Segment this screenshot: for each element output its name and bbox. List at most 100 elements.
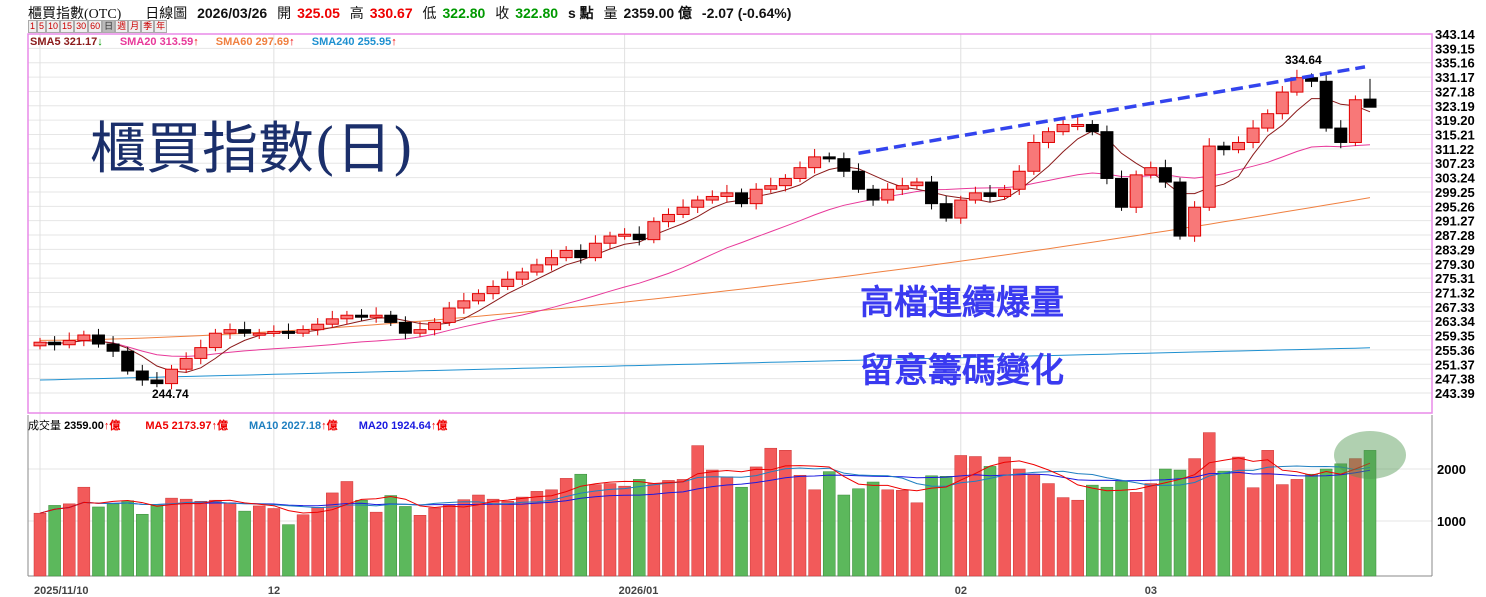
candle-down <box>1363 98 1377 108</box>
price-tick-label: 263.34 <box>1435 314 1476 329</box>
volume-bar <box>457 499 471 577</box>
volume-bar <box>1276 484 1289 577</box>
price-legend: SMA5 321.17↓ SMA20 313.59↑ SMA60 297.69↑… <box>30 36 397 48</box>
volume-bar <box>1159 468 1172 577</box>
volume-bar <box>910 502 924 577</box>
period-button-7[interactable]: 週 <box>115 20 129 33</box>
volume-unit: ↑億 <box>103 420 121 432</box>
volume-bar <box>1363 450 1377 577</box>
candle-up <box>910 181 924 187</box>
arrow-up-icon: ↑ <box>289 36 295 48</box>
candle-down <box>837 158 851 172</box>
volume-bar <box>1334 463 1348 577</box>
candle-up <box>1027 141 1041 172</box>
period-button-2[interactable]: 10 <box>46 20 61 33</box>
period-button-9[interactable]: 季 <box>141 20 155 33</box>
volume-bar <box>1115 481 1128 577</box>
price-tick-label: 319.20 <box>1435 113 1475 128</box>
price-tick-label: 271.32 <box>1435 285 1475 300</box>
volume-bar <box>92 506 105 577</box>
high-label: 高 <box>349 7 364 22</box>
candle-up <box>413 329 427 334</box>
period-button-3[interactable]: 15 <box>60 20 75 33</box>
price-tick-label: 243.39 <box>1435 386 1475 401</box>
period-button-4[interactable]: 30 <box>74 20 89 33</box>
period-button-8[interactable]: 月 <box>128 20 142 33</box>
volume-bar <box>1202 432 1216 577</box>
candle-up <box>1188 206 1202 237</box>
candle-up <box>691 199 705 208</box>
period-buttons: 1 5 10 15 30 60 日週月季年 <box>28 20 168 33</box>
volume-bar <box>369 511 383 577</box>
volume-value: 2359.00 億 <box>623 5 693 21</box>
candle-down <box>398 321 412 334</box>
candle-down <box>281 330 295 334</box>
volume-bar <box>1071 499 1084 577</box>
period-button-1[interactable]: 5 <box>37 20 47 33</box>
unit-label: s 點 <box>567 5 594 21</box>
candle-up <box>340 314 354 320</box>
vol-ma20-unit: ↑億 <box>430 420 448 432</box>
candle-down <box>574 249 588 259</box>
arrow-up-icon: ↑ <box>193 36 199 48</box>
volume-bar <box>954 455 968 577</box>
date-tick-label: 2026/01 <box>619 585 659 597</box>
candle-down <box>238 329 252 334</box>
volume-bar <box>194 500 208 577</box>
candle-down <box>851 170 865 190</box>
candle-up <box>895 185 909 190</box>
volume-bar <box>764 447 778 577</box>
candle-down <box>866 188 880 201</box>
sma60-legend: SMA60 297.69 <box>215 36 290 48</box>
volume-bar <box>837 494 851 577</box>
sma20-legend: SMA20 313.59 <box>119 36 194 48</box>
period-button-6[interactable]: 日 <box>102 20 116 33</box>
volume-bar <box>1056 497 1070 577</box>
candle-up <box>1290 77 1304 93</box>
open-label: 開 <box>277 7 292 22</box>
candle-up <box>369 314 383 318</box>
date-tick-label: 12 <box>268 585 280 597</box>
candle-up <box>793 167 807 179</box>
volume-bar <box>1246 487 1260 577</box>
sma240-line <box>39 347 1371 381</box>
volume-bar <box>340 481 354 577</box>
volume-bar <box>720 476 734 577</box>
volume-bar <box>706 469 719 577</box>
price-tick-label: 311.22 <box>1435 142 1474 157</box>
volume-bar <box>1042 483 1055 577</box>
candle-up <box>179 357 193 370</box>
volume-bar <box>545 489 558 577</box>
candle-up <box>311 323 325 331</box>
volume-bar <box>486 498 500 577</box>
volume-bar <box>662 480 675 577</box>
volume-bar <box>282 524 295 577</box>
candle-up <box>208 332 222 349</box>
candle-up <box>471 293 485 302</box>
period-button-10[interactable]: 年 <box>154 20 168 33</box>
volume-bar <box>428 507 441 577</box>
candle-up <box>705 195 719 201</box>
sma20-line <box>39 144 1371 357</box>
volume-bar <box>939 476 953 577</box>
annotation-line1: 高檔連續爆量 <box>860 284 1064 322</box>
volume-bar <box>501 500 514 577</box>
candle-up <box>647 221 661 241</box>
candle-down <box>1334 127 1348 143</box>
period-button-0[interactable]: 1 <box>28 20 38 33</box>
candle-up <box>62 339 76 346</box>
price-tick-label: 247.38 <box>1435 372 1475 387</box>
index-title: 櫃買指數(OTC) <box>28 7 122 22</box>
date-tick-label: 02 <box>955 585 967 597</box>
candle-down <box>355 314 369 318</box>
candle-up <box>618 233 632 237</box>
volume-bar <box>296 514 310 577</box>
volume-bar <box>238 510 251 577</box>
period-button-5[interactable]: 60 <box>88 20 103 33</box>
volume-bar <box>209 499 222 577</box>
volume-bar <box>574 473 588 577</box>
candle-up <box>603 235 617 244</box>
volume-bar <box>326 492 339 577</box>
volume-bar <box>1261 450 1274 577</box>
